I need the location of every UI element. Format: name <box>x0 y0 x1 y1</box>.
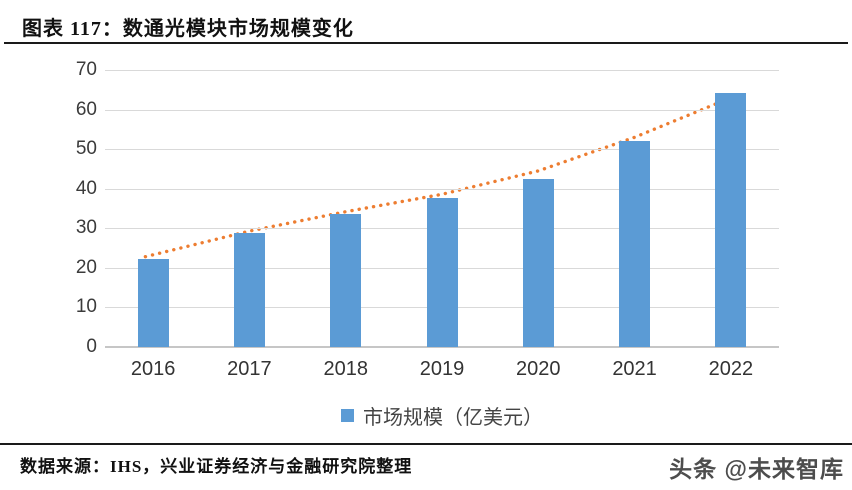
watermark-text: 头条 @未来智库 <box>669 456 844 482</box>
x-tick-label: 2018 <box>323 358 368 380</box>
gridline <box>105 70 779 71</box>
x-tick-label: 2021 <box>612 358 657 380</box>
gridline <box>105 188 779 190</box>
y-tick-label: 50 <box>75 138 97 160</box>
y-tick-label: 60 <box>75 98 97 120</box>
bar-2018 <box>330 213 362 347</box>
x-tick-label: 2020 <box>516 358 561 380</box>
gridline <box>105 149 779 151</box>
gridline <box>105 109 779 111</box>
data-source-note: 数据来源：IHS，兴业证券经济与金融研究院整理 <box>20 457 413 476</box>
x-tick-label: 2017 <box>227 358 272 380</box>
x-tick-label: 2022 <box>708 358 754 380</box>
bar-2020 <box>522 178 554 347</box>
bar-2017 <box>233 233 265 347</box>
y-tick-label: 20 <box>75 256 97 278</box>
y-tick-label: 0 <box>86 336 97 357</box>
bar-2021 <box>619 141 651 347</box>
bar-chart-plot-area: 0 10 20 30 40 50 60 70 2016 2017 2018 2019 2020 2021 2… <box>76 60 779 380</box>
title-underline <box>4 42 848 44</box>
legend-swatch-icon <box>341 409 354 422</box>
y-tick-label: 70 <box>75 59 97 80</box>
bar-2016 <box>137 258 169 347</box>
y-tick-label: 10 <box>75 296 97 318</box>
figure-title: 图表 117：数通光模块市场规模变化 <box>22 18 354 40</box>
legend-label: 市场规模（亿美元） <box>363 407 543 429</box>
x-tick-label: 2016 <box>130 358 176 380</box>
y-tick-label: 40 <box>75 177 97 199</box>
gridline <box>105 346 779 348</box>
footer-divider <box>0 443 852 445</box>
bar-2022 <box>715 92 747 347</box>
x-tick-label: 2019 <box>419 358 465 380</box>
y-tick-label: 30 <box>75 217 97 239</box>
chart-legend: 市场规模（亿美元） <box>105 401 779 430</box>
bar-2019 <box>426 197 458 347</box>
